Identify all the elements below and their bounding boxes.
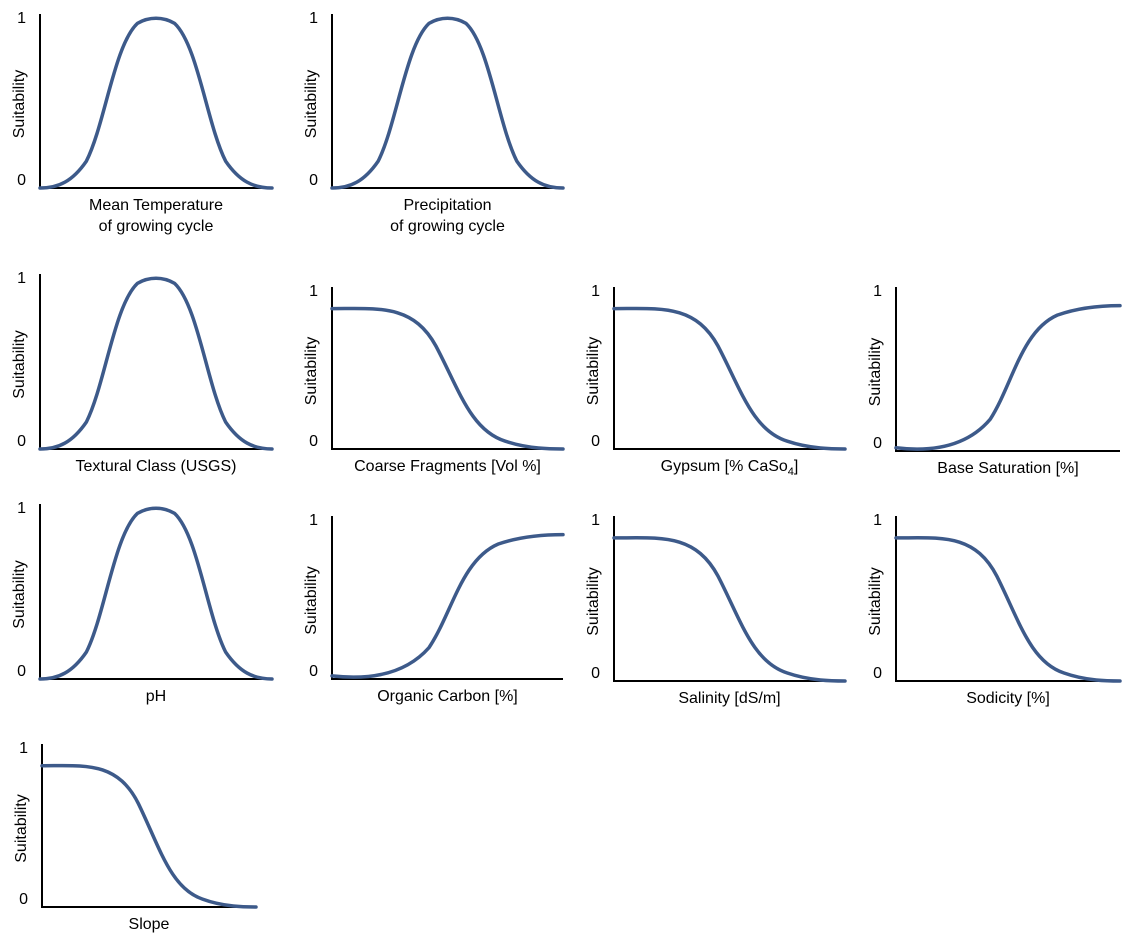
y-axis-label: Suitability	[303, 337, 320, 405]
suitability-curve	[612, 535, 847, 683]
suitability-curve	[38, 276, 274, 451]
axes	[331, 516, 563, 680]
y-tick-label-max: 1	[309, 10, 318, 27]
suitability-curve	[330, 306, 565, 451]
axes	[331, 287, 563, 450]
y-axis-label: Suitability	[867, 338, 884, 406]
y-tick-label-min: 0	[591, 433, 600, 450]
axes	[39, 14, 272, 189]
y-tick-label-max: 1	[17, 270, 26, 287]
y-axis-label: Suitability	[303, 566, 320, 634]
chart-panel-11: 1 0 Suitability Slope	[13, 740, 258, 933]
x-axis-label: Precipitation	[403, 197, 491, 214]
suitability-curve	[894, 535, 1122, 683]
y-tick-label-max: 1	[309, 512, 318, 529]
y-tick-label-min: 0	[591, 665, 600, 682]
x-axis-label: Base Saturation [%]	[937, 460, 1078, 477]
y-tick-label-min: 0	[17, 172, 26, 189]
chart-panel-4: 1 0 Suitability Coarse Fragments [Vol %]	[303, 283, 565, 475]
x-axis-label: Salinity [dS/m]	[678, 690, 780, 707]
chart-panel-10: 1 0 Suitability Sodicity [%]	[867, 512, 1122, 707]
y-tick-label-min: 0	[873, 665, 882, 682]
x-axis-label: Mean Temperature	[89, 197, 223, 214]
y-axis-label: Suitability	[11, 560, 28, 628]
suitability-curve	[894, 303, 1122, 451]
suitability-curve	[330, 16, 565, 190]
axes	[331, 14, 563, 189]
y-tick-label-max: 1	[873, 512, 882, 529]
axes	[613, 516, 845, 682]
y-tick-label-min: 0	[17, 433, 26, 450]
x-axis-label: Sodicity [%]	[966, 690, 1050, 707]
chart-panel-6: 1 0 Suitability Base Saturation [%]	[867, 283, 1122, 477]
suitability-curve	[40, 763, 258, 909]
y-tick-label-max: 1	[309, 283, 318, 300]
x-axis-label-line-2: of growing cycle	[390, 218, 505, 235]
y-tick-label-max: 1	[19, 740, 28, 757]
y-tick-label-min: 0	[309, 433, 318, 450]
y-tick-label-min: 0	[19, 891, 28, 908]
x-axis-label: Slope	[129, 916, 170, 933]
suitability-curve	[612, 306, 847, 451]
y-axis-label: Suitability	[13, 794, 30, 862]
y-axis-label: Suitability	[303, 70, 320, 138]
axes	[39, 274, 272, 450]
x-axis-label: Coarse Fragments [Vol %]	[354, 458, 541, 475]
y-tick-label-max: 1	[591, 283, 600, 300]
chart-panel-1: 1 0 Suitability Mean Temperature of growing …	[11, 10, 274, 235]
x-axis-label-line-2: of growing cycle	[99, 218, 214, 235]
y-tick-label-min: 0	[309, 663, 318, 680]
suitability-curve	[38, 16, 274, 190]
chart-panel-3: 1 0 Suitability Textural Class (USGS)	[11, 270, 274, 475]
y-tick-label-min: 0	[17, 663, 26, 680]
axes	[39, 504, 272, 680]
y-tick-label-max: 1	[591, 512, 600, 529]
chart-panel-7: 1 0 Suitability pH	[11, 500, 274, 705]
axes	[613, 287, 845, 450]
x-axis-label: Organic Carbon [%]	[377, 688, 518, 705]
x-axis-label: Gypsum [% CaSo4]	[661, 458, 799, 478]
y-axis-label: Suitability	[585, 337, 602, 405]
y-tick-label-max: 1	[17, 500, 26, 517]
x-axis-label: pH	[146, 688, 166, 705]
suitability-curve	[330, 532, 565, 679]
chart-panel-5: 1 0 Suitability Gypsum [% CaSo4]	[585, 283, 847, 478]
y-tick-label-min: 0	[309, 172, 318, 189]
axes	[41, 744, 256, 908]
axes	[895, 516, 1120, 682]
y-axis-label: Suitability	[585, 567, 602, 635]
x-axis-label: Textural Class (USGS)	[76, 458, 237, 475]
chart-panel-9: 1 0 Suitability Salinity [dS/m]	[585, 512, 847, 707]
chart-panel-8: 1 0 Suitability Organic Carbon [%]	[303, 512, 565, 705]
y-axis-label: Suitability	[11, 70, 28, 138]
y-tick-label-max: 1	[873, 283, 882, 300]
y-tick-label-min: 0	[873, 435, 882, 452]
suitability-curve	[38, 506, 274, 681]
axes	[895, 287, 1120, 452]
chart-panel-2: 1 0 Suitability Precipitation of growing cyc…	[303, 10, 565, 235]
y-axis-label: Suitability	[11, 330, 28, 398]
y-tick-label-max: 1	[17, 10, 26, 27]
y-axis-label: Suitability	[867, 567, 884, 635]
